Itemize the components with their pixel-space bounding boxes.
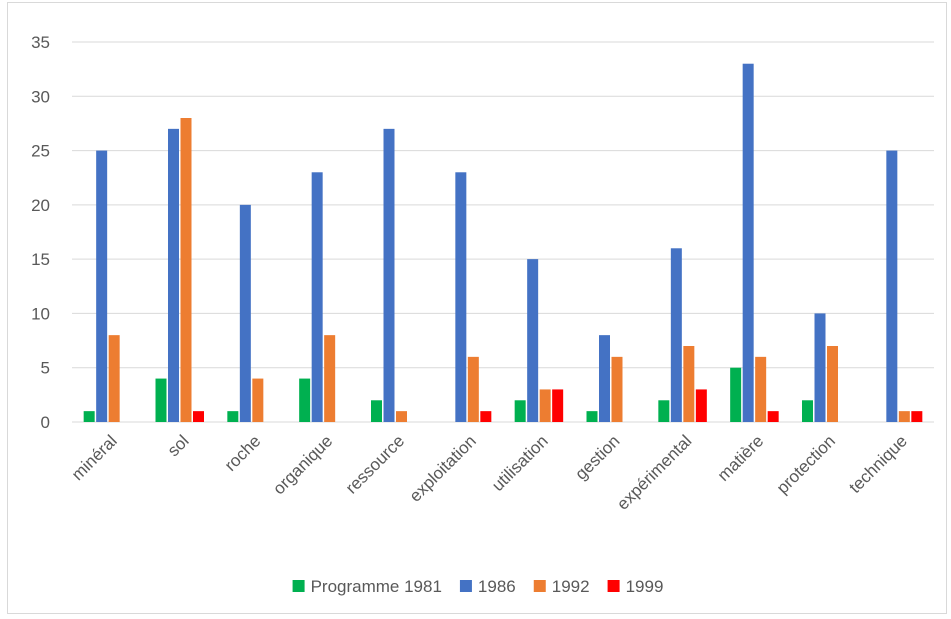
bar [324, 335, 336, 422]
gridlines [72, 41, 934, 423]
x-tick-label: technique [845, 431, 911, 497]
y-axis-ticks: 0 5 10 15 20 25 30 35 [31, 33, 50, 432]
legend-item: 1986 [459, 577, 516, 596]
legend: Programme 1981 1986 1992 1999 [292, 577, 664, 596]
bar [611, 356, 623, 422]
legend-label: Programme 1981 [311, 577, 442, 596]
bar [227, 411, 239, 422]
y-tick-label: 5 [41, 359, 50, 378]
y-tick-label: 10 [31, 304, 50, 323]
bar [742, 63, 754, 422]
bar [539, 389, 551, 422]
x-tick-label: exploitation [406, 431, 480, 505]
bar [455, 172, 467, 422]
bar [755, 356, 767, 422]
y-tick-label: 30 [31, 87, 50, 106]
bar [383, 128, 395, 422]
y-tick-label: 25 [31, 142, 50, 161]
bar [802, 400, 813, 422]
bar [252, 378, 264, 422]
bar [514, 400, 526, 422]
bar [396, 411, 407, 422]
legend-item: 1999 [607, 577, 664, 596]
x-tick-label: matière [714, 431, 768, 485]
y-tick-label: 0 [41, 413, 50, 432]
legend-swatch [292, 580, 305, 592]
bar-chart: 0 5 10 15 20 25 30 35 minéral sol roche organique r… [31, 33, 934, 596]
x-axis-labels: minéral sol roche organique ressourceexploit… [68, 431, 911, 513]
bar [898, 411, 910, 422]
bar [911, 411, 923, 422]
bar [480, 411, 492, 422]
x-tick-label: protection [773, 431, 839, 497]
bar [108, 335, 120, 422]
bar [827, 346, 838, 422]
bar [83, 411, 95, 422]
bar [814, 313, 826, 422]
legend-swatch [459, 580, 472, 592]
bar [371, 400, 382, 422]
bar [683, 346, 695, 422]
y-tick-label: 35 [31, 33, 50, 52]
bar [767, 411, 779, 422]
y-tick-label: 20 [31, 196, 50, 215]
x-tick-label: gestion [571, 431, 623, 483]
bar [886, 150, 898, 423]
bar [299, 378, 311, 422]
legend-label: 1992 [552, 577, 590, 596]
x-tick-label: ressource [342, 431, 408, 497]
bar [311, 172, 323, 422]
x-tick-label: minéral [68, 431, 121, 484]
bar [527, 259, 539, 422]
legend-label: 1999 [626, 577, 664, 596]
legend-label: 1986 [478, 577, 516, 596]
x-tick-label: sol [164, 431, 193, 460]
bar [695, 389, 707, 422]
bar [239, 204, 251, 422]
bar [599, 335, 610, 422]
legend-item: 1992 [533, 577, 590, 596]
x-tick-label: roche [221, 431, 265, 475]
bar [670, 248, 682, 422]
x-tick-label: expérimental [613, 431, 695, 513]
bars [83, 63, 923, 423]
chart-area: 0 5 10 15 20 25 30 35 minéral sol roche organique r… [7, 2, 947, 614]
bar [180, 118, 192, 422]
bar [552, 389, 564, 422]
bar [96, 150, 108, 423]
bar [193, 411, 204, 422]
x-tick-label: utilisation [488, 431, 552, 495]
bar [168, 128, 179, 422]
legend-item: Programme 1981 [292, 577, 442, 596]
bar [730, 367, 742, 422]
y-tick-label: 15 [31, 250, 50, 269]
legend-swatch [607, 580, 620, 592]
bar [586, 411, 598, 422]
bar [467, 356, 479, 422]
bar [658, 400, 670, 422]
legend-swatch [533, 580, 546, 592]
bar [155, 378, 167, 422]
x-tick-label: organique [269, 431, 336, 498]
